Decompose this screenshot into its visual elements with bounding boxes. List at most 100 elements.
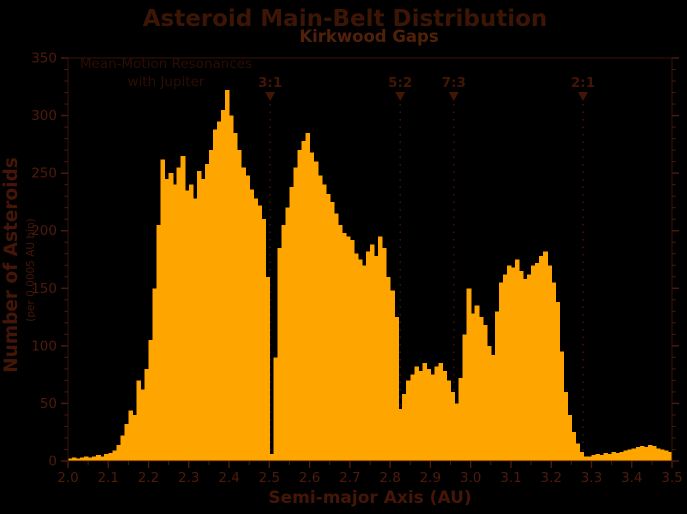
histogram-bin	[204, 163, 210, 461]
histogram-bin	[88, 457, 93, 461]
histogram-bin	[317, 175, 323, 461]
histogram-bin	[563, 391, 568, 461]
histogram-bin	[76, 458, 81, 461]
histogram-bin	[667, 451, 673, 461]
histogram-bin	[434, 366, 440, 461]
histogram-bin	[378, 236, 383, 461]
histogram-bin	[579, 451, 585, 461]
histogram-bin	[305, 132, 311, 462]
histogram-bin	[92, 456, 97, 461]
histogram-bin	[643, 447, 649, 461]
histogram-bin	[285, 207, 291, 461]
resonance-arrow-icon	[578, 92, 589, 101]
histogram-bin	[406, 380, 411, 461]
histogram-bin	[184, 190, 190, 461]
histogram-bin	[128, 410, 134, 461]
x-axis-label: Semi-major Axis (AU)	[268, 488, 471, 508]
y-tick-label: 350	[31, 51, 57, 67]
histogram-bin	[196, 170, 202, 461]
histogram-bin	[390, 290, 395, 461]
histogram-bin	[575, 443, 580, 461]
x-tick-label: 3.3	[581, 470, 602, 486]
histogram-bin	[212, 129, 218, 462]
histogram-bin	[333, 213, 339, 461]
histogram-bin	[265, 276, 270, 461]
histogram-bin	[124, 424, 129, 461]
histogram-bin	[555, 302, 560, 461]
histogram-bin	[293, 167, 299, 461]
histogram-bin	[96, 455, 101, 461]
histogram-bin	[297, 150, 303, 461]
histogram-bin	[84, 456, 89, 461]
histogram-bin	[176, 167, 182, 461]
histogram-bin	[200, 178, 206, 461]
histogram-bin	[422, 363, 427, 461]
histogram-bin	[313, 161, 319, 461]
histogram-bin	[140, 389, 146, 461]
y-tick-label: 200	[31, 223, 57, 239]
histogram-bin	[523, 279, 528, 461]
histogram-bin	[615, 452, 621, 461]
histogram-bin	[543, 251, 548, 461]
histogram-bin	[466, 288, 472, 461]
y-tick-label: 250	[31, 166, 57, 182]
histogram-bin	[80, 457, 85, 461]
histogram-bin	[430, 374, 436, 461]
y-tick-label: 300	[31, 108, 57, 124]
chart-subtitle: Kirkwood Gaps	[299, 27, 439, 46]
y-tick-label: 50	[40, 396, 57, 412]
histogram-bin	[426, 368, 431, 461]
histogram-bin	[414, 366, 419, 461]
histogram-bin	[631, 448, 637, 461]
histogram-bin	[531, 265, 536, 461]
histogram-bin	[591, 455, 597, 461]
histogram-bin	[639, 446, 645, 461]
histogram-bin	[454, 403, 460, 461]
histogram-bin	[241, 167, 246, 461]
histogram-bin	[180, 155, 186, 461]
x-tick-label: 2.6	[299, 470, 320, 486]
histogram-bin	[245, 175, 250, 461]
histogram-bin	[120, 435, 125, 461]
histogram-bin	[108, 452, 113, 461]
histogram-bin	[446, 380, 452, 461]
x-tick-label: 2.5	[259, 470, 280, 486]
x-tick-label: 2.2	[138, 470, 159, 486]
histogram-bin	[156, 224, 162, 461]
histogram-bin	[510, 267, 516, 461]
histogram-bin	[382, 247, 387, 461]
histogram-bin	[192, 198, 198, 461]
chart-title: Asteroid Main-Belt Distribution	[143, 6, 548, 32]
resonance-label-3:1: 3:1	[258, 75, 282, 91]
y-tick-label: 0	[48, 454, 57, 470]
histogram-bin	[168, 173, 174, 461]
histogram-bin	[374, 256, 379, 461]
x-tick-label: 3.0	[460, 470, 481, 486]
histogram-bin	[410, 374, 415, 461]
histogram-bin	[321, 184, 327, 461]
histogram-bin	[535, 262, 540, 461]
histogram-bin	[450, 391, 456, 461]
histogram-bin	[225, 90, 230, 462]
histogram-bin	[309, 152, 315, 461]
histogram-bin	[599, 455, 605, 461]
histogram-bin	[623, 450, 629, 461]
histogram-bin	[221, 109, 226, 462]
histogram-bin	[136, 380, 142, 461]
resonance-arrow-icon	[265, 92, 276, 101]
y-tick-label: 100	[31, 338, 57, 354]
histogram-bin	[486, 345, 492, 461]
histogram-bin	[349, 239, 355, 461]
histogram-bin	[494, 311, 500, 461]
histogram-bin	[462, 334, 468, 461]
histogram-bin	[418, 371, 423, 461]
histogram-bin	[603, 452, 609, 461]
histogram-bin	[357, 259, 363, 461]
histogram-bin	[498, 282, 504, 461]
histogram-bin	[257, 205, 262, 461]
histogram-bin	[438, 363, 444, 461]
histogram-bin	[277, 247, 283, 461]
histogram-bin	[341, 233, 347, 461]
